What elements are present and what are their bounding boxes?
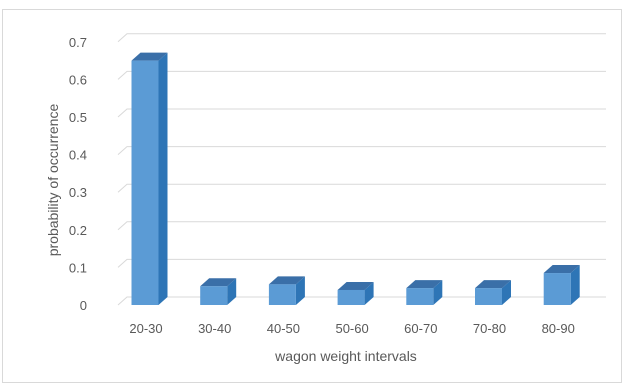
y-tick-label: 0.1 — [69, 260, 87, 275]
bar-top — [543, 265, 580, 274]
gridline — [117, 221, 606, 231]
bar — [543, 265, 580, 305]
bar-top — [406, 280, 443, 289]
x-tick-label: 70-80 — [473, 321, 506, 336]
bar-side — [502, 280, 511, 305]
bar — [475, 280, 511, 305]
bar-front — [543, 273, 571, 305]
bar-top — [268, 276, 305, 285]
x-tick-labels: 20-30 30-40 40-50 50-60 60-70 70-80 80-90 — [129, 321, 574, 336]
bar-side — [227, 278, 237, 305]
y-tick-label: 0.5 — [69, 110, 87, 125]
bar-front — [200, 286, 228, 305]
y-axis-label: probability of occurrence — [45, 104, 61, 257]
x-tick-label: 50-60 — [335, 321, 368, 336]
gridline — [117, 108, 606, 118]
bar-side — [295, 276, 305, 305]
bar-front — [268, 284, 296, 305]
gridline — [117, 296, 606, 306]
bar — [337, 281, 374, 305]
y-tick-label: 0.4 — [69, 148, 87, 163]
x-tick-label: 60-70 — [404, 321, 437, 336]
y-tick-labels: 0 0.1 0.2 0.3 0.4 0.5 0.6 0.7 — [69, 35, 87, 313]
bars — [131, 52, 580, 305]
bar-top — [131, 52, 168, 61]
x-tick-label: 20-30 — [129, 321, 162, 336]
gridline — [117, 258, 606, 268]
bar-side — [158, 52, 168, 305]
bar — [406, 280, 443, 305]
bar-side — [570, 265, 580, 305]
bar-front — [406, 288, 434, 305]
y-tick-label: 0.6 — [69, 72, 87, 87]
bar — [200, 278, 237, 305]
bar-top — [337, 281, 374, 290]
bar-front — [337, 289, 365, 305]
y-tick-label: 0.7 — [69, 35, 87, 50]
bar-front — [131, 60, 159, 305]
x-tick-label: 30-40 — [198, 321, 231, 336]
y-tick-label: 0 — [80, 298, 87, 313]
bar-front — [475, 288, 502, 305]
gridline — [117, 146, 606, 155]
gridline — [117, 33, 606, 43]
y-tick-label: 0.3 — [69, 185, 87, 200]
bar-side — [364, 281, 374, 305]
bar-top — [475, 280, 511, 289]
bar — [131, 52, 168, 305]
bar-side — [433, 280, 443, 305]
gridline — [117, 70, 606, 80]
x-tick-label: 40-50 — [267, 321, 300, 336]
y-tick-label: 0.2 — [69, 223, 87, 238]
bar-top — [200, 278, 237, 287]
gridlines — [117, 33, 606, 306]
bar — [268, 276, 305, 305]
gridline — [117, 183, 606, 193]
x-tick-label: 80-90 — [542, 321, 575, 336]
x-axis-label: wagon weight intervals — [274, 348, 417, 364]
